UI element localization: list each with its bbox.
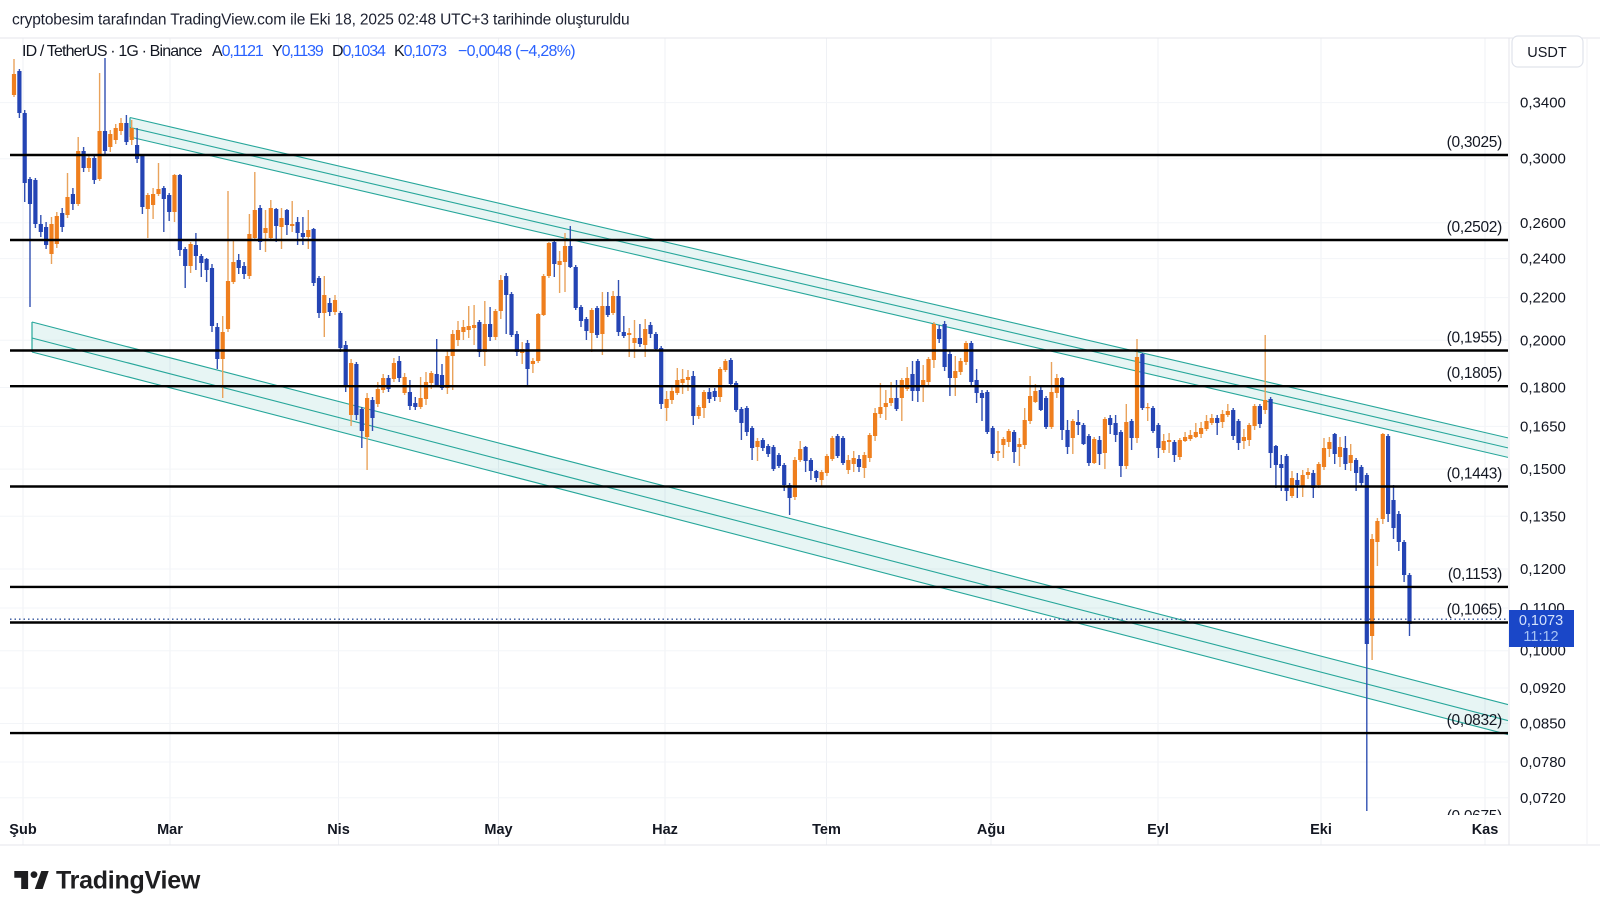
svg-text:0,1650: 0,1650 (1520, 418, 1566, 435)
svg-text:(0,1805): (0,1805) (1447, 365, 1502, 382)
svg-text:(0,0675): (0,0675) (1447, 808, 1502, 825)
svg-text:0,2200: 0,2200 (1520, 290, 1566, 307)
svg-text:0,2400: 0,2400 (1520, 251, 1566, 268)
svg-text:May: May (484, 822, 512, 838)
svg-text:Y0,1139: Y0,1139 (272, 43, 324, 60)
svg-text:Tem: Tem (812, 822, 841, 838)
svg-text:0,2600: 0,2600 (1520, 215, 1566, 232)
svg-text:0,1800: 0,1800 (1520, 380, 1566, 397)
svg-text:A0,1121: A0,1121 (212, 43, 264, 60)
svg-text:K0,1073: K0,1073 (394, 43, 447, 60)
svg-text:0,3400: 0,3400 (1520, 95, 1566, 112)
svg-text:0,1200: 0,1200 (1520, 561, 1566, 578)
svg-text:Nis: Nis (327, 822, 350, 838)
svg-text:TradingView: TradingView (56, 867, 201, 895)
svg-text:(0,1065): (0,1065) (1447, 602, 1502, 619)
svg-text:0,0720: 0,0720 (1520, 790, 1566, 807)
svg-text:Eyl: Eyl (1147, 822, 1169, 838)
svg-text:0,0920: 0,0920 (1520, 680, 1566, 697)
svg-text:(0,0832): (0,0832) (1447, 712, 1502, 729)
svg-text:(0,1443): (0,1443) (1447, 466, 1502, 483)
svg-text:Şub: Şub (9, 822, 37, 838)
svg-text:Mar: Mar (157, 822, 183, 838)
svg-text:11:12: 11:12 (1523, 629, 1558, 645)
svg-text:cryptobesim tarafından Trading: cryptobesim tarafından TradingView.com i… (12, 12, 630, 29)
svg-text:Ağu: Ağu (977, 822, 1005, 838)
svg-text:ID / TetherUS · 1G · Binance: ID / TetherUS · 1G · Binance (22, 43, 202, 60)
svg-text:0,1350: 0,1350 (1520, 508, 1566, 525)
svg-text:Haz: Haz (652, 822, 678, 838)
svg-text:0,0780: 0,0780 (1520, 754, 1566, 771)
svg-text:D0,1034: D0,1034 (332, 43, 386, 60)
svg-text:0,1073: 0,1073 (1519, 613, 1563, 629)
svg-text:USDT: USDT (1527, 45, 1567, 61)
svg-text:(0,1955): (0,1955) (1447, 330, 1502, 347)
svg-text:Kas: Kas (1472, 822, 1499, 838)
svg-text:−0,0048 (−4,28%): −0,0048 (−4,28%) (458, 43, 575, 60)
svg-text:(0,2502): (0,2502) (1447, 219, 1502, 236)
svg-text:Eki: Eki (1310, 822, 1332, 838)
svg-text:(0,1153): (0,1153) (1448, 566, 1502, 583)
svg-text:(0,3025): (0,3025) (1447, 134, 1502, 151)
svg-text:0,3000: 0,3000 (1520, 151, 1566, 168)
svg-text:0,1500: 0,1500 (1520, 461, 1566, 478)
svg-text:0,2000: 0,2000 (1520, 332, 1566, 349)
svg-text:0,0850: 0,0850 (1520, 716, 1566, 733)
